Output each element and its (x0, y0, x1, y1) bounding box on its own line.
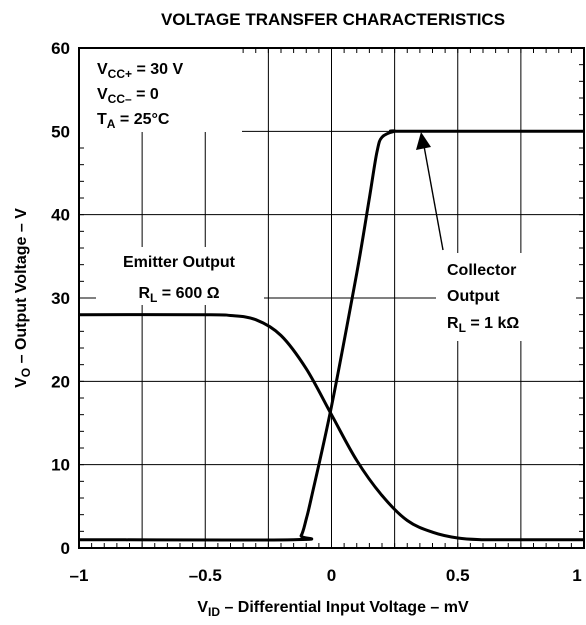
y-tick-label: 40 (51, 206, 70, 225)
collector-arrow-head (416, 132, 431, 150)
collector-label-box (436, 253, 576, 341)
x-tick-label: 0.5 (446, 566, 470, 585)
y-tick-label: 20 (51, 372, 70, 391)
axis-ticks (78, 47, 585, 549)
collector-load-label: RL = 1 kΩ (447, 315, 519, 335)
emitter-load-label: RL = 600 Ω (138, 285, 219, 305)
y-tick-label: 30 (51, 289, 70, 308)
collector-arrow-line (423, 145, 444, 251)
x-tick-label: –0.5 (189, 566, 222, 585)
condition-vcc-minus: VCC– = 0 (97, 86, 159, 106)
y-tick-label: 50 (51, 122, 70, 141)
conditions-box (80, 49, 242, 132)
x-tick-label: –1 (70, 566, 89, 585)
condition-temperature: TA = 25°C (97, 111, 170, 131)
emitter-label: Emitter Output (123, 254, 236, 271)
x-tick-label: 0 (327, 566, 336, 585)
collector-output-label: Output (447, 288, 500, 305)
emitter-output-curve (78, 313, 584, 542)
y-tick-label: 60 (51, 39, 70, 58)
y-tick-label: 0 (61, 539, 70, 558)
y-axis-label: VO – Output Voltage – V (13, 208, 33, 388)
collector-output-curve (78, 129, 584, 542)
emitter-label-box (96, 247, 264, 305)
chart-title: VOLTAGE TRANSFER CHARACTERISTICS (161, 10, 505, 29)
x-tick-label: 1 (572, 566, 581, 585)
x-axis-label: VID – Differential Input Voltage – mV (197, 599, 469, 619)
collector-label: Collector (447, 262, 516, 279)
condition-vcc-plus: VCC+ = 30 V (97, 61, 183, 81)
y-tick-label: 10 (51, 456, 70, 475)
